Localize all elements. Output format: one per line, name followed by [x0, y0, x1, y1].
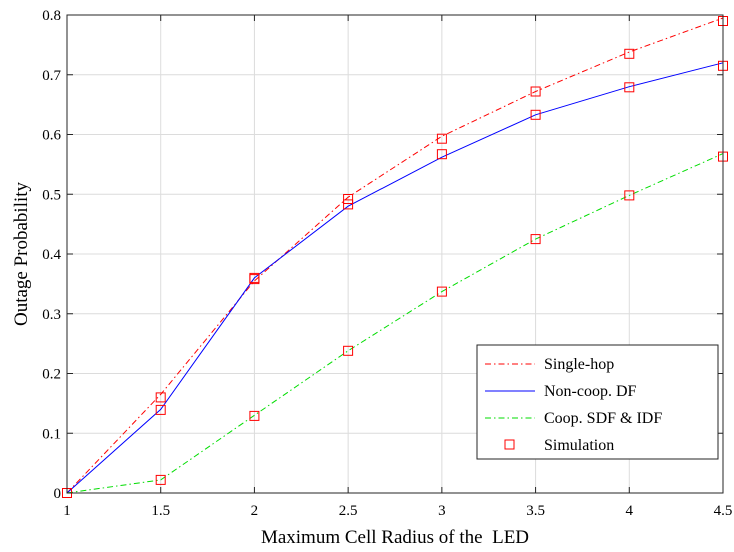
y-tick-label: 0.4	[42, 247, 61, 263]
legend: Single-hop Non-coop. DF Coop. SDF & IDF …	[476, 344, 719, 460]
legend-label-simulation: Simulation	[544, 437, 614, 454]
simulation-marker	[343, 194, 354, 204]
legend-label-coop-sdf-idf: Coop. SDF & IDF	[544, 410, 662, 427]
simulation-marker	[343, 345, 354, 356]
simulation-marker	[249, 410, 260, 421]
series-curves	[66, 17, 724, 494]
simulation-marker	[436, 133, 447, 144]
y-tick-label: 0	[54, 486, 62, 502]
simulation-marker	[155, 404, 166, 415]
x-tick-label: 3.5	[526, 503, 545, 519]
simulation-marker	[624, 48, 635, 59]
y-tick-label: 0.8	[42, 8, 61, 24]
simulation-marker	[624, 82, 635, 93]
simulation-marker	[530, 109, 541, 120]
legend-label-single-hop: Single-hop	[544, 356, 614, 373]
x-tick-label: 4.5	[714, 503, 733, 519]
series-line-0	[66, 17, 724, 494]
series-line-2	[66, 153, 724, 494]
y-tick-label: 0.5	[42, 187, 61, 203]
y-tick-label: 0.2	[42, 367, 61, 383]
simulation-marker	[436, 286, 447, 297]
legend-swatch-simulation	[504, 439, 515, 450]
grid	[67, 15, 723, 493]
tick-labels: 1 1.5 2 2.5 3 3.5 4 4.5 0 0.1 0.2 0.3 0.4 0.5 0.6 0.7 0.…	[42, 8, 732, 519]
legend-label-non-coop-df: Non-coop. DF	[544, 383, 637, 400]
x-tick-label: 2	[251, 503, 259, 519]
series-line-1	[66, 62, 724, 494]
y-tick-label: 0.7	[42, 68, 61, 84]
y-axis-title: Outage Probability	[11, 181, 32, 326]
simulation-marker	[436, 149, 447, 160]
simulation-marker	[155, 392, 166, 403]
x-tick-label: 1	[63, 503, 71, 519]
simulation-marker	[249, 272, 260, 283]
x-tick-label: 1.5	[151, 503, 170, 519]
simulation-marker	[530, 86, 541, 97]
y-tick-label: 0.6	[42, 128, 61, 144]
simulation-marker	[155, 474, 166, 485]
x-axis-title: Maximum Cell Radius of the LED	[261, 527, 529, 548]
simulation-marker	[530, 234, 541, 245]
x-tick-label: 3	[438, 503, 446, 519]
simulation-marker	[624, 190, 635, 201]
y-tick-label: 0.3	[42, 307, 61, 323]
simulation-marker	[343, 199, 354, 210]
x-tick-label: 2.5	[339, 503, 358, 519]
x-tick-label: 4	[626, 503, 634, 519]
y-tick-label: 0.1	[42, 426, 61, 442]
